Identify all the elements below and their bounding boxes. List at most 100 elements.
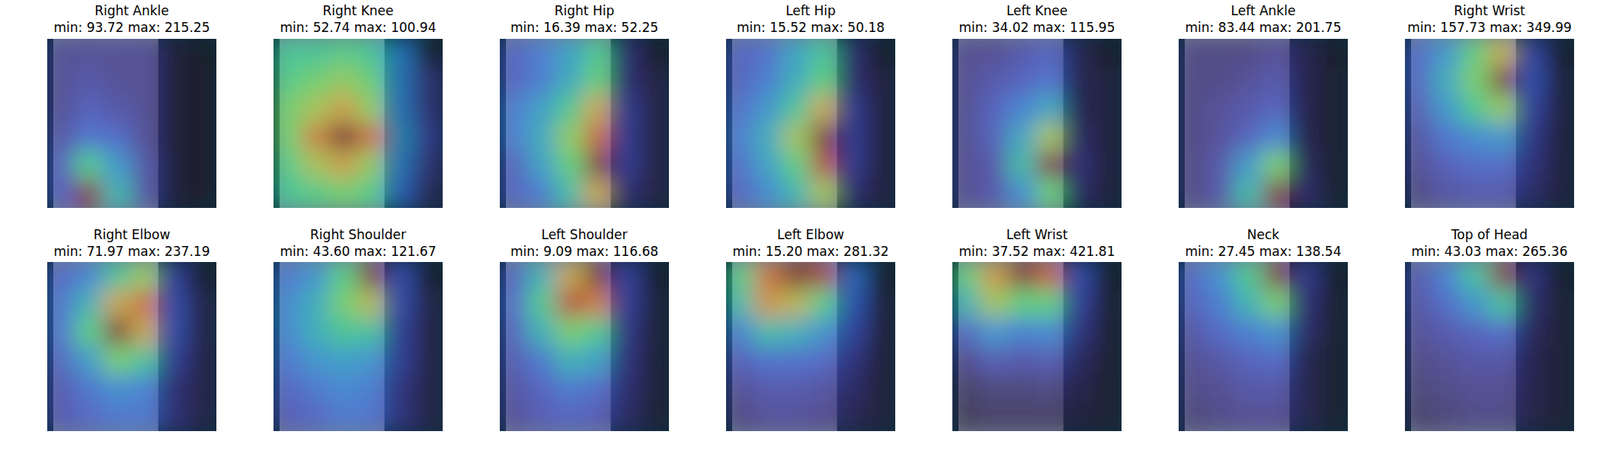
heat-cell [385, 122, 416, 153]
heat-cell [1432, 94, 1463, 125]
heat-cell [726, 402, 756, 432]
heat-cell [781, 179, 812, 208]
heat-cell [1262, 38, 1293, 68]
heat-cell [102, 345, 133, 376]
heat-cell [357, 94, 388, 125]
heat-cell [1262, 289, 1293, 320]
heat-cell [1488, 179, 1519, 208]
heat-cell [1064, 179, 1095, 208]
heat-cells [499, 38, 669, 208]
panel [951, 38, 1123, 209]
heat-cell [1064, 374, 1095, 404]
panel [46, 38, 218, 209]
heat-cell [47, 66, 77, 96]
heat-cell [555, 150, 586, 181]
panel-subtitle: min: 34.02 max: 115.95 [959, 19, 1116, 36]
heat-cell [611, 122, 642, 153]
heat-cell [952, 94, 982, 125]
heat-cell [640, 38, 669, 68]
heat-cell [1404, 150, 1434, 181]
heat-cell [1404, 38, 1434, 68]
heat-cell [952, 122, 982, 153]
heat-cell [1432, 150, 1463, 181]
heat-cell [273, 262, 303, 292]
heat-cell [1092, 38, 1122, 68]
heat-cell [781, 38, 812, 68]
heat-cell [357, 179, 388, 208]
heat-cell [1404, 122, 1434, 153]
heat-cell [499, 345, 529, 376]
heat-cell [102, 179, 133, 208]
heat-cell [726, 179, 756, 208]
heat-cell [527, 374, 557, 404]
heat-cell [1488, 289, 1519, 320]
heat-cell [1488, 317, 1519, 348]
heat-cell [1432, 289, 1463, 320]
heat-cell [753, 262, 784, 292]
heat-cell [555, 179, 586, 208]
heat-cell [640, 374, 669, 404]
heat-cell [1036, 150, 1066, 181]
heat-cell [385, 289, 416, 320]
heat-cell [1318, 122, 1348, 153]
heat-cell [1092, 345, 1122, 376]
heat-layer [273, 38, 443, 208]
heat-cell [1092, 66, 1122, 96]
heat-cell [187, 345, 217, 376]
heat-cell [102, 122, 133, 153]
heat-cell [131, 402, 161, 432]
heat-cell [273, 66, 303, 96]
heat-cell [187, 150, 217, 181]
heat-cell [1206, 317, 1236, 348]
heat-cell [1290, 345, 1321, 376]
heat-cell [1290, 289, 1321, 320]
heat-cell [329, 317, 359, 348]
panel [272, 261, 444, 432]
panel-subtitle: min: 71.97 max: 237.19 [54, 243, 211, 260]
heat-cell [640, 262, 669, 292]
heat-cell [1290, 262, 1321, 292]
heat-cell [1008, 122, 1038, 153]
heat-cell [781, 66, 812, 96]
heat-cell [1206, 345, 1236, 376]
heat-cell [527, 94, 557, 125]
heat-cell [1206, 150, 1236, 181]
panel-title: Neck [1247, 227, 1280, 243]
heat-cell [131, 374, 161, 404]
heat-cell [781, 150, 812, 181]
heat-cell [1178, 402, 1208, 432]
heat-cell [1404, 66, 1434, 96]
heat-cell [1064, 402, 1095, 432]
heat-cell [47, 94, 77, 125]
heat-cell [187, 262, 217, 292]
heat-cell [300, 94, 331, 125]
heat-cell [1234, 317, 1264, 348]
heat-cell [1516, 345, 1547, 376]
panel-subtitle: min: 15.52 max: 50.18 [736, 19, 885, 36]
heat-cell [952, 345, 982, 376]
heat-cell [1432, 345, 1463, 376]
panel-background [47, 38, 217, 208]
heat-cell [781, 262, 812, 292]
heat-cell [300, 122, 331, 153]
heat-cell [1516, 66, 1547, 96]
heat-cell [1404, 374, 1434, 404]
heat-cell [1234, 345, 1264, 376]
heat-cell [809, 122, 840, 153]
heat-cell [102, 374, 133, 404]
heat-cell [640, 402, 669, 432]
heat-cell [1008, 179, 1038, 208]
heat-cell [583, 374, 614, 404]
panel [1404, 261, 1575, 432]
heat-cell [1404, 402, 1434, 432]
heat-cell [385, 66, 416, 96]
heat-cell [131, 94, 161, 125]
panel-subtitle: min: 27.45 max: 138.54 [1185, 243, 1342, 260]
heat-cell [1545, 262, 1575, 292]
heat-cell [1460, 262, 1491, 292]
heat-cell [1460, 150, 1491, 181]
heat-cell [979, 289, 1010, 320]
heat-cell [640, 345, 669, 376]
heat-cell [1318, 317, 1348, 348]
heat-cell [1545, 38, 1575, 68]
